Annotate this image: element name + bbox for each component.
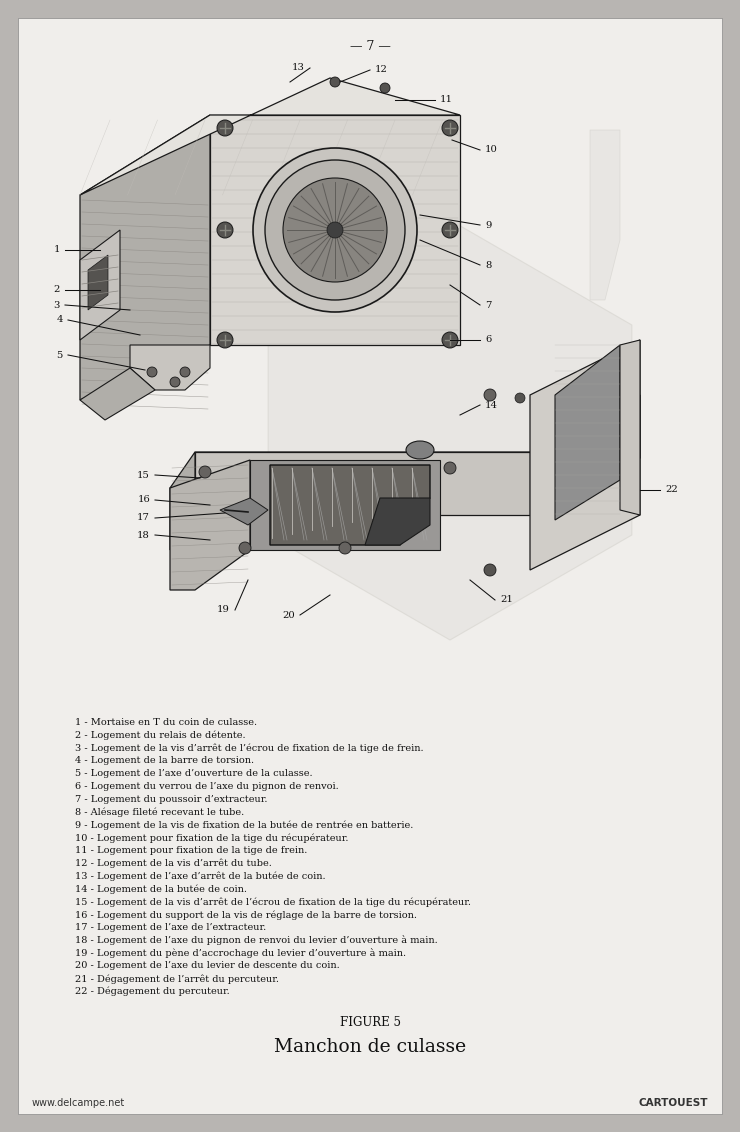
Text: 12: 12 [375,66,388,75]
Circle shape [170,377,180,387]
Text: 22: 22 [665,486,678,495]
Polygon shape [210,115,460,345]
Text: 13 - Logement de l’axe d’arrêt de la butée de coin.: 13 - Logement de l’axe d’arrêt de la but… [75,872,326,881]
Text: 14: 14 [485,401,498,410]
Text: 1: 1 [53,246,60,255]
Text: 17 - Logement de l’axe de l’extracteur.: 17 - Logement de l’axe de l’extracteur. [75,923,266,932]
Polygon shape [170,452,195,550]
Polygon shape [195,452,530,515]
Text: 19: 19 [217,606,230,615]
Circle shape [484,389,496,401]
Circle shape [199,466,211,478]
Polygon shape [620,340,640,515]
Text: 20: 20 [282,610,295,619]
Text: 20 - Logement de l’axe du levier de descente du coin.: 20 - Logement de l’axe du levier de desc… [75,961,340,970]
Text: 4 - Logement de la barre de torsion.: 4 - Logement de la barre de torsion. [75,756,254,765]
Circle shape [515,393,525,403]
Circle shape [239,542,251,554]
Text: 11 - Logement pour fixation de la tige de frein.: 11 - Logement pour fixation de la tige d… [75,846,307,855]
Polygon shape [80,368,155,420]
Text: 5: 5 [57,351,63,360]
Circle shape [339,542,351,554]
Text: 6 - Logement du verrou de l’axe du pignon de renvoi.: 6 - Logement du verrou de l’axe du pigno… [75,782,339,791]
Text: 1 - Mortaise en T du coin de culasse.: 1 - Mortaise en T du coin de culasse. [75,718,257,727]
Text: CARTOUEST: CARTOUEST [639,1098,708,1108]
Ellipse shape [406,441,434,458]
Text: Manchon de culasse: Manchon de culasse [274,1038,466,1056]
Text: 22 - Dégagement du percuteur.: 22 - Dégagement du percuteur. [75,987,229,996]
Text: 16: 16 [137,496,150,505]
Text: 3: 3 [53,300,60,309]
Circle shape [283,178,387,282]
Polygon shape [555,345,620,520]
Polygon shape [268,220,632,640]
Text: 2: 2 [53,285,60,294]
Text: 11: 11 [440,95,453,104]
Circle shape [442,120,458,136]
Polygon shape [88,255,108,310]
Text: 9 - Logement de la vis de fixation de la butée de rentrée en batterie.: 9 - Logement de la vis de fixation de la… [75,821,414,830]
Circle shape [217,120,233,136]
Circle shape [327,222,343,238]
Polygon shape [130,345,210,391]
Circle shape [147,367,157,377]
Polygon shape [590,130,620,300]
Text: 14 - Logement de la butée de coin.: 14 - Logement de la butée de coin. [75,884,247,894]
Text: www.delcampe.net: www.delcampe.net [32,1098,125,1108]
Polygon shape [80,230,120,340]
Polygon shape [220,498,268,525]
Text: — 7 —: — 7 — [349,40,391,53]
Text: 3 - Logement de la vis d’arrêt de l’écrou de fixation de la tige de frein.: 3 - Logement de la vis d’arrêt de l’écro… [75,744,423,753]
Circle shape [444,462,456,474]
Text: 10: 10 [485,146,498,154]
Text: 8: 8 [485,260,491,269]
Polygon shape [365,498,430,544]
Circle shape [442,332,458,348]
Circle shape [180,367,190,377]
Circle shape [330,77,340,87]
Text: 18 - Logement de l’axe du pignon de renvoi du levier d’ouverture à main.: 18 - Logement de l’axe du pignon de renv… [75,936,438,945]
FancyBboxPatch shape [18,18,722,1114]
Text: 18: 18 [137,531,150,540]
Polygon shape [250,460,440,550]
Circle shape [380,83,390,93]
Text: FIGURE 5: FIGURE 5 [340,1015,400,1029]
Text: 4: 4 [56,316,63,325]
Text: 8 - Alésage fileté recevant le tube.: 8 - Alésage fileté recevant le tube. [75,807,244,817]
Text: 7 - Logement du poussoir d’extracteur.: 7 - Logement du poussoir d’extracteur. [75,795,267,804]
Text: 7: 7 [485,300,491,309]
Circle shape [217,222,233,238]
Circle shape [484,564,496,576]
Text: 2 - Logement du relais de détente.: 2 - Logement du relais de détente. [75,731,246,740]
Polygon shape [80,115,210,400]
Text: 5 - Logement de l’axe d’ouverture de la culasse.: 5 - Logement de l’axe d’ouverture de la … [75,770,312,778]
Text: 12 - Logement de la vis d’arrêt du tube.: 12 - Logement de la vis d’arrêt du tube. [75,859,272,868]
Text: 17: 17 [137,514,150,523]
Text: 10 - Logement pour fixation de la tige du récupérateur.: 10 - Logement pour fixation de la tige d… [75,833,349,842]
Text: 9: 9 [485,221,491,230]
Text: 16 - Logement du support de la vis de réglage de la barre de torsion.: 16 - Logement du support de la vis de ré… [75,910,417,919]
Text: 21 - Dégagement de l’arrêt du percuteur.: 21 - Dégagement de l’arrêt du percuteur. [75,974,279,984]
Circle shape [217,332,233,348]
Polygon shape [270,465,430,544]
Polygon shape [80,78,460,195]
Circle shape [253,148,417,312]
Polygon shape [195,395,640,515]
Text: 15 - Logement de la vis d’arrêt de l’écrou de fixation de la tige du récupérateu: 15 - Logement de la vis d’arrêt de l’écr… [75,898,471,907]
Polygon shape [530,340,640,571]
Text: 15: 15 [137,471,150,480]
Polygon shape [170,460,250,590]
Circle shape [265,160,405,300]
Circle shape [442,222,458,238]
Text: 19 - Logement du pène d’accrochage du levier d’ouverture à main.: 19 - Logement du pène d’accrochage du le… [75,949,406,959]
Text: 21: 21 [500,595,513,604]
Text: 13: 13 [292,63,305,72]
Text: 6: 6 [485,335,491,344]
